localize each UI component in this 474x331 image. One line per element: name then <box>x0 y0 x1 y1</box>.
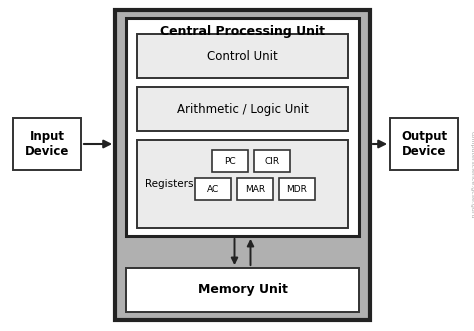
Text: Memory Unit: Memory Unit <box>198 283 287 297</box>
Text: Output
Device: Output Device <box>401 130 447 158</box>
Bar <box>137 140 348 228</box>
Bar <box>237 178 273 200</box>
Bar <box>390 118 458 170</box>
Text: MDR: MDR <box>287 184 308 194</box>
Bar <box>115 10 370 320</box>
Bar <box>13 118 81 170</box>
Text: Arithmetic / Logic Unit: Arithmetic / Logic Unit <box>176 103 309 116</box>
Bar <box>137 34 348 78</box>
Text: CIR: CIR <box>264 157 280 166</box>
Text: MAR: MAR <box>245 184 265 194</box>
Bar <box>212 150 248 172</box>
Bar <box>279 178 315 200</box>
Text: computerscience.gcse.guru: computerscience.gcse.guru <box>470 131 474 219</box>
Bar <box>126 268 359 312</box>
Bar <box>126 18 359 236</box>
Bar <box>195 178 231 200</box>
Bar <box>137 87 348 131</box>
Text: AC: AC <box>207 184 219 194</box>
Text: Control Unit: Control Unit <box>207 50 278 63</box>
Text: Registers: Registers <box>145 179 193 189</box>
Text: PC: PC <box>224 157 236 166</box>
Text: Central Processing Unit: Central Processing Unit <box>160 25 325 38</box>
Bar <box>254 150 290 172</box>
Text: Input
Device: Input Device <box>25 130 69 158</box>
